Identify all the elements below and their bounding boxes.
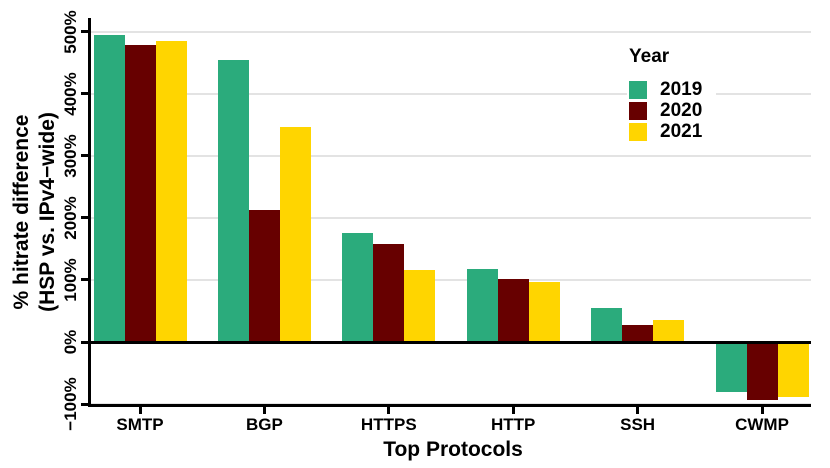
- x-tick-label-https: HTTPS: [360, 415, 417, 434]
- bar-cwmp-2019: [715, 342, 747, 393]
- legend-title: Year: [629, 46, 670, 67]
- y-axis-title: % hitrate difference (HSP vs. IPv4−wide): [9, 112, 61, 312]
- y-axis-title-line2: (HSP vs. IPv4−wide): [36, 112, 59, 312]
- bar-ssh-2021: [653, 319, 685, 343]
- y-tick: [81, 402, 88, 406]
- legend-items: 2019 2020 2021: [629, 79, 703, 142]
- bar-bgp-2021: [279, 127, 311, 343]
- x-tick-label-ssh: SSH: [620, 415, 656, 434]
- x-axis-line: [91, 404, 811, 407]
- bar-https-2020: [373, 243, 405, 343]
- legend-label: 2021: [660, 121, 703, 142]
- y-tick: [81, 216, 88, 220]
- y-tick: [81, 92, 88, 96]
- y-tick: [81, 278, 88, 282]
- bar-smtp-2020: [124, 45, 156, 343]
- y-tick-label: 300%: [61, 134, 80, 178]
- x-tick-label-http: HTTP: [490, 415, 536, 434]
- bar-bgp-2020: [248, 209, 280, 343]
- legend-item-2021: 2021: [629, 121, 703, 142]
- bar-ssh-2019: [591, 307, 623, 343]
- x-tick: [387, 407, 391, 414]
- y-tick-label: 500%: [61, 9, 80, 54]
- bar-bgp-2019: [217, 59, 249, 343]
- bar-ssh-2020: [622, 324, 654, 343]
- bar-http-2021: [528, 281, 560, 343]
- y-tick-label: 400%: [61, 71, 80, 116]
- legend-swatch-2020: [629, 102, 647, 120]
- y-gridline: [91, 92, 811, 95]
- x-tick: [760, 407, 764, 414]
- y-tick-label: −100%: [61, 377, 80, 431]
- legend-label: 2020: [660, 100, 703, 121]
- y-tick-label: 100%: [61, 258, 80, 302]
- legend-item-2020: 2020: [629, 100, 703, 121]
- bar-https-2019: [342, 232, 374, 343]
- legend-swatch-2019: [629, 81, 647, 99]
- y-gridline: [91, 154, 811, 157]
- y-tick: [81, 154, 88, 158]
- bar-smtp-2019: [93, 34, 125, 343]
- zero-line: [91, 341, 811, 344]
- x-tick-label-smtp: SMTP: [116, 415, 164, 434]
- x-tick: [262, 407, 266, 414]
- x-tick: [511, 407, 515, 414]
- y-gridline: [91, 30, 811, 33]
- x-tick-label-bgp: BGP: [245, 415, 283, 434]
- bar-cwmp-2020: [746, 342, 778, 401]
- legend-swatch-2021: [629, 123, 647, 141]
- legend-item-2019: 2019: [629, 79, 703, 100]
- bar-https-2021: [404, 270, 436, 343]
- bar-cwmp-2021: [777, 342, 809, 397]
- y-axis-title-line1: % hitrate difference: [10, 114, 33, 310]
- y-gridline: [91, 216, 811, 219]
- y-tick-label: 0%: [61, 329, 80, 355]
- y-tick: [81, 340, 88, 344]
- x-tick-label-cwmp: CWMP: [735, 415, 789, 434]
- x-axis-title: Top Protocols: [383, 438, 523, 461]
- y-gridline: [91, 278, 811, 281]
- bar-http-2020: [497, 278, 529, 343]
- x-tick: [636, 407, 640, 414]
- legend-label: 2019: [660, 79, 703, 100]
- legend: Year 2019 2020 2021: [627, 46, 717, 148]
- y-tick-label: 200%: [61, 196, 80, 240]
- bar-http-2019: [466, 269, 498, 343]
- y-tick: [81, 30, 88, 34]
- plot-panel: [91, 18, 811, 406]
- x-tick: [138, 407, 142, 414]
- bar-smtp-2021: [155, 40, 187, 343]
- y-axis-line: [88, 18, 91, 407]
